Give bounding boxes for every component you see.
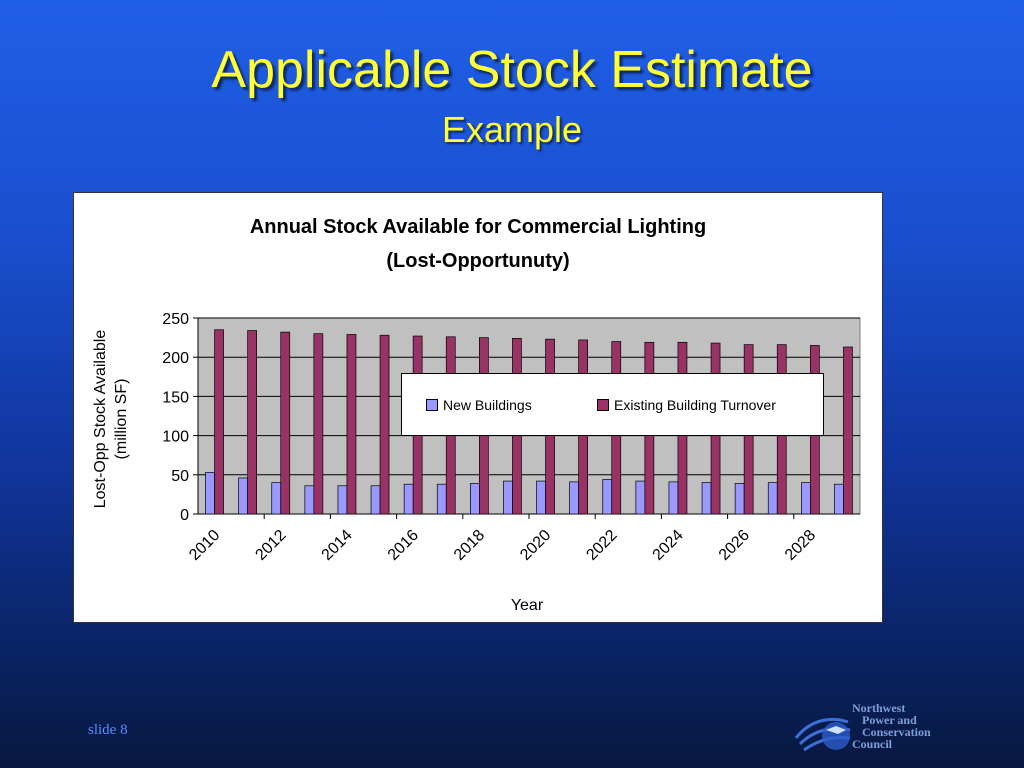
bar-new-buildings [734,483,745,515]
x-tick-label: 2026 [716,527,753,564]
bar-existing-turnover [346,334,357,515]
bar-existing-turnover [280,331,291,515]
y-tick-label: 100 [162,429,189,446]
bar-new-buildings [701,482,712,515]
legend-label-new-buildings: New Buildings [443,397,532,413]
bar-new-buildings [834,483,844,515]
council-logo-icon [794,717,851,752]
x-tick-label: 2022 [583,527,620,564]
bar-existing-turnover [843,346,853,515]
bar-new-buildings [767,482,778,515]
x-tick-label: 2014 [319,527,356,564]
bar-new-buildings [503,480,513,515]
x-axis-label: Year [511,597,544,614]
y-tick-label: 250 [162,311,189,328]
bar-new-buildings [470,483,480,515]
y-tick-label: 150 [162,389,189,406]
bar-existing-turnover [313,333,324,515]
bar-new-buildings [271,482,282,515]
bar-new-buildings [602,479,613,515]
x-tick-label: 2024 [650,527,687,564]
bar-existing-turnover [247,330,257,515]
logo-line: Power and [862,713,917,727]
x-tick-label: 2010 [186,527,223,564]
x-tick-label: 2012 [252,527,289,564]
bar-new-buildings [205,472,215,515]
bar-new-buildings [304,485,315,515]
bar-new-buildings [238,477,248,515]
legend-item-new-buildings: New Buildings [426,397,532,413]
bar-new-buildings [800,482,811,515]
logo-line: Northwest [852,701,906,715]
y-tick-label: 50 [171,468,189,485]
logo-line: Conservation [862,725,931,739]
legend-item-existing-turnover: Existing Building Turnover [597,397,776,413]
x-tick-label: 2016 [385,527,422,564]
bar-new-buildings [668,481,679,515]
y-axis-label-line1: Lost-Opp Stock Available [92,330,109,509]
slide-subtitle: Example [441,109,583,150]
x-tick-label: 2018 [451,527,488,564]
y-tick-label: 0 [180,507,189,524]
chart-title-line2: (Lost-Opportunuty) [386,250,569,272]
bar-new-buildings [337,485,348,515]
y-axis-label-line2: (million SF) [113,379,130,460]
bar-new-buildings [569,481,579,515]
legend-swatch-existing-turnover [597,399,609,411]
bar-new-buildings [370,485,381,515]
bar-new-buildings [436,483,447,515]
chart-legend: New Buildings Existing Building Turnover [401,373,824,436]
x-tick-label: 2020 [517,527,554,564]
chart-frame: Annual Stock Available for Commercial Li… [73,192,883,623]
slide-number: slide 8 [88,722,128,738]
x-tick-label: 2028 [782,527,819,564]
legend-swatch-new-buildings [426,399,438,411]
bar-existing-turnover [379,334,390,515]
logo-line: Council [852,737,893,751]
bar-chart: Annual Stock Available for Commercial Li… [92,216,861,614]
bar-new-buildings [536,480,546,515]
bar-new-buildings [403,483,414,515]
slide-title: Applicable Stock Estimate [211,41,813,99]
council-logo-text: Northwest Power and Conservation Council [852,702,931,750]
y-tick-label: 200 [162,350,189,367]
legend-label-existing-turnover: Existing Building Turnover [614,397,776,413]
bar-new-buildings [635,480,646,515]
bar-existing-turnover [214,329,224,515]
chart-title-line1: Annual Stock Available for Commercial Li… [250,216,706,238]
